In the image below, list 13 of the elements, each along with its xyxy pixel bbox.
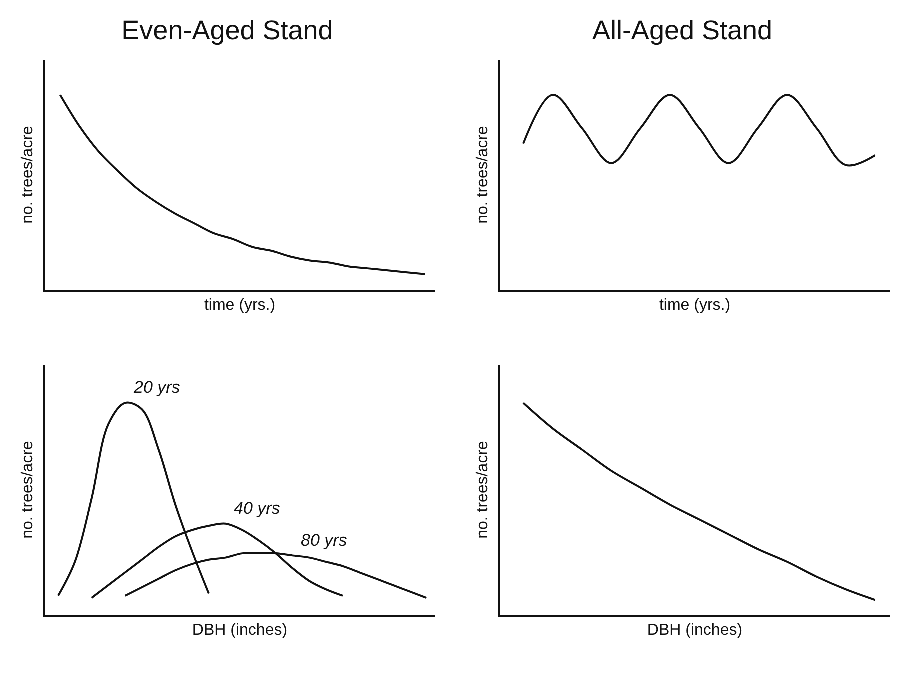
chart-title: Even-Aged Stand — [122, 15, 334, 46]
x-axis-title: DBH (inches) — [647, 622, 743, 640]
series-label: 80 yrs — [301, 531, 348, 550]
y-axis-title: no. trees/acre — [19, 126, 36, 224]
series-label: 40 yrs — [234, 499, 281, 518]
x-axis-title: DBH (inches) — [192, 622, 288, 640]
chart-title: All-Aged Stand — [592, 15, 773, 46]
y-axis-title: no. trees/acre — [474, 126, 492, 224]
x-axis-title: time (yrs.) — [204, 297, 276, 314]
y-axis-title: no. trees/acre — [474, 440, 492, 539]
series-label: 20 yrs — [133, 378, 181, 397]
x-axis-title: time (yrs.) — [659, 297, 731, 314]
y-axis-title: no. trees/acre — [19, 440, 36, 539]
